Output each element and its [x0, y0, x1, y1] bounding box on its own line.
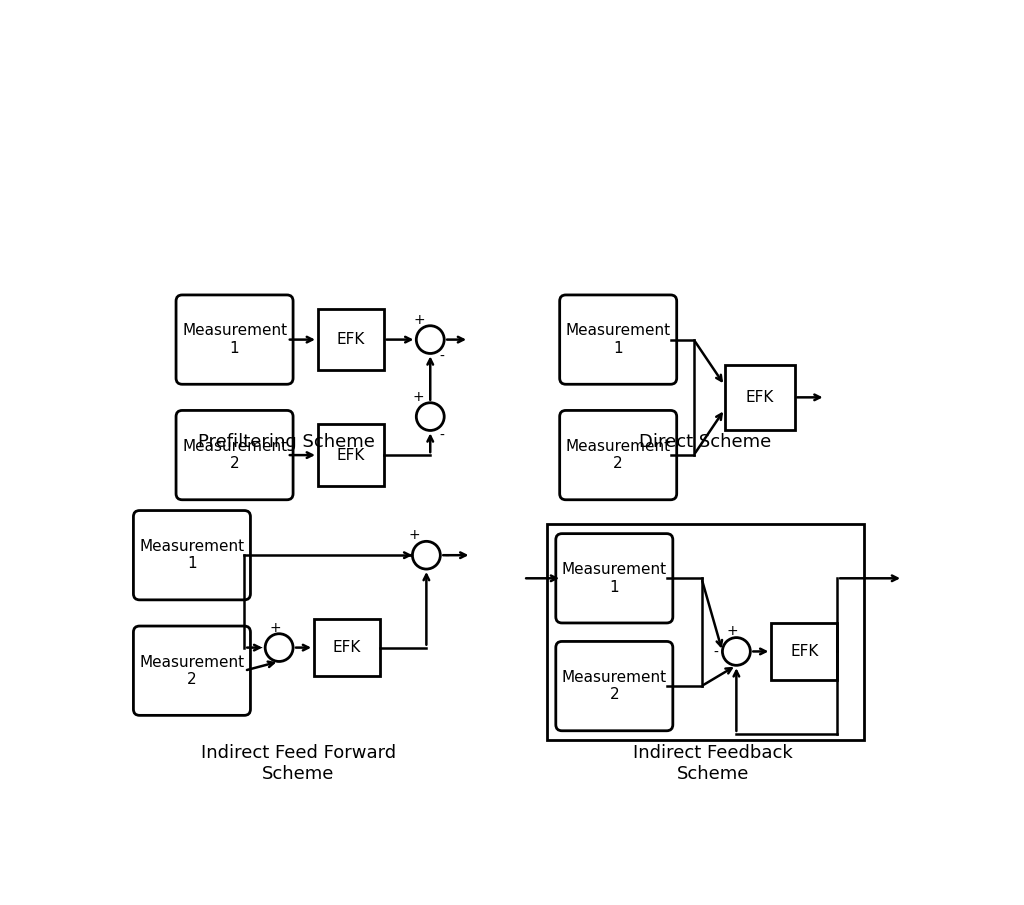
Text: Prefiltering Scheme: Prefiltering Scheme	[199, 433, 376, 451]
Text: Measurement
1: Measurement 1	[562, 562, 667, 595]
FancyBboxPatch shape	[176, 295, 293, 385]
Text: +: +	[269, 621, 281, 634]
Text: Measurement
1: Measurement 1	[139, 539, 245, 571]
Text: -: -	[713, 646, 718, 660]
Text: +: +	[409, 529, 421, 542]
Text: Measurement
2: Measurement 2	[139, 654, 245, 687]
FancyBboxPatch shape	[176, 411, 293, 500]
FancyBboxPatch shape	[314, 619, 380, 676]
Text: -: -	[444, 549, 450, 564]
Circle shape	[417, 326, 444, 354]
Text: Measurement
1: Measurement 1	[565, 323, 671, 356]
Text: +: +	[414, 313, 425, 328]
Text: Measurement
2: Measurement 2	[562, 670, 667, 702]
Text: Measurement
1: Measurement 1	[182, 323, 287, 356]
Text: -: -	[439, 429, 444, 443]
Text: Measurement
2: Measurement 2	[182, 439, 287, 472]
Text: EFK: EFK	[745, 390, 774, 405]
Text: Measurement
2: Measurement 2	[565, 439, 671, 472]
Circle shape	[265, 634, 293, 662]
FancyBboxPatch shape	[560, 411, 677, 500]
Text: Indirect Feedback
Scheme: Indirect Feedback Scheme	[633, 744, 793, 783]
Text: EFK: EFK	[337, 332, 365, 348]
FancyBboxPatch shape	[556, 534, 673, 623]
Text: EFK: EFK	[333, 640, 361, 655]
Text: EFK: EFK	[790, 644, 818, 659]
FancyBboxPatch shape	[725, 365, 795, 430]
Circle shape	[413, 541, 440, 569]
Text: +: +	[413, 390, 424, 405]
FancyBboxPatch shape	[317, 424, 384, 486]
FancyBboxPatch shape	[317, 309, 384, 370]
Text: -: -	[439, 349, 444, 364]
FancyBboxPatch shape	[133, 510, 251, 600]
Text: +: +	[727, 624, 738, 638]
Text: EFK: EFK	[337, 448, 365, 462]
Text: Indirect Feed Forward
Scheme: Indirect Feed Forward Scheme	[201, 744, 396, 783]
FancyBboxPatch shape	[560, 295, 677, 385]
Circle shape	[417, 403, 444, 431]
FancyBboxPatch shape	[556, 642, 673, 730]
Text: Direct Scheme: Direct Scheme	[639, 433, 771, 451]
FancyBboxPatch shape	[771, 623, 838, 681]
Text: -: -	[257, 643, 262, 656]
Circle shape	[722, 638, 751, 665]
FancyBboxPatch shape	[133, 626, 251, 715]
FancyBboxPatch shape	[547, 524, 864, 740]
